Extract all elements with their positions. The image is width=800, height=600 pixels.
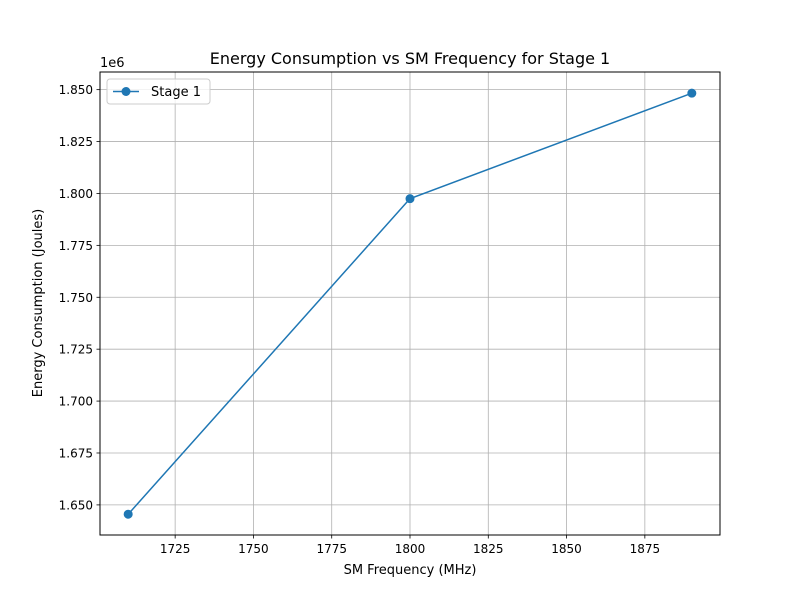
x-tick-label: 1775 — [316, 542, 347, 556]
legend-box — [106, 78, 211, 105]
grid-lines — [100, 72, 720, 535]
series-layer — [123, 88, 697, 519]
data-point — [123, 509, 133, 519]
y-tick-label: 1.650 — [59, 498, 93, 512]
x-tick-label: 1875 — [630, 542, 661, 556]
chart-title: Energy Consumption vs SM Frequency for S… — [210, 49, 610, 68]
data-point — [405, 194, 415, 204]
x-axis-label: SM Frequency (MHz) — [344, 563, 477, 578]
y-tick-label: 1.775 — [59, 239, 93, 253]
y-tick-label: 1.700 — [59, 395, 93, 409]
y-axis-ticks: 1.650 1.675 1.700 1.725 1.750 1.775 1.800 1.825… — [59, 83, 100, 512]
legend: Stage 1 — [106, 78, 211, 105]
legend-label-stage-1: Stage 1 — [151, 85, 201, 100]
data-point — [687, 88, 697, 98]
x-tick-label: 1725 — [160, 542, 191, 556]
x-tick-label: 1825 — [473, 542, 504, 556]
y-tick-label: 1.850 — [59, 83, 93, 97]
y-tick-label: 1.800 — [59, 187, 93, 201]
legend-marker-stage-1 — [121, 87, 131, 96]
x-tick-label: 1750 — [238, 542, 269, 556]
y-axis-offset-label: 1e6 — [100, 56, 125, 71]
x-tick-label: 1850 — [551, 542, 582, 556]
y-axis-label: Energy Consumption (Joules) — [31, 209, 46, 397]
x-tick-label: 1800 — [395, 542, 426, 556]
y-tick-label: 1.675 — [59, 446, 93, 460]
x-axis-ticks: 1725 1750 1775 1800 1825 1850 1875 — [160, 535, 660, 556]
y-tick-label: 1.725 — [59, 343, 93, 357]
y-tick-label: 1.825 — [59, 135, 93, 149]
y-tick-label: 1.750 — [59, 291, 93, 305]
